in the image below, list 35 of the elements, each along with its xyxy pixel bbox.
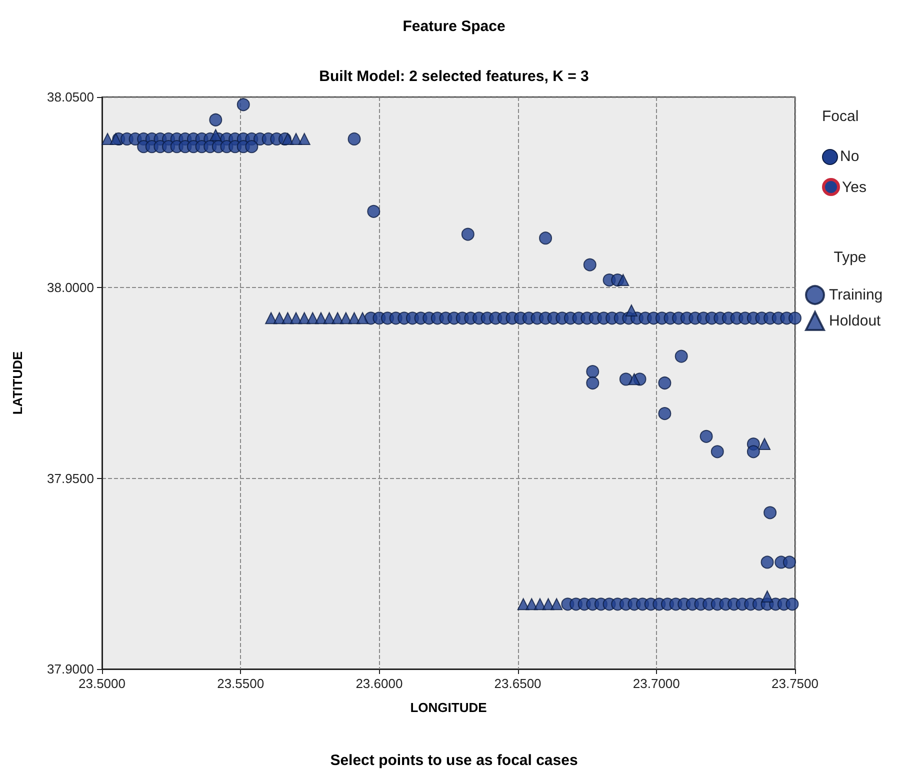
x-tick-label: 23.6000 — [356, 676, 403, 691]
x-tick-label: 23.7500 — [772, 676, 818, 691]
x-axis-title: LONGITUDE — [410, 700, 488, 715]
legend-title: Type — [834, 249, 866, 266]
text: Yes — [842, 178, 866, 196]
point — [210, 129, 222, 142]
point — [102, 132, 114, 145]
point — [298, 132, 310, 145]
chart-subtitle: Built Model: 2 selected features, K = 3 — [319, 68, 589, 85]
point — [323, 312, 336, 324]
text: Select points to use as focal cases — [330, 752, 578, 769]
point — [517, 598, 530, 610]
y-tick-label: 38.0500 — [47, 90, 94, 104]
chart-title: Feature Space — [402, 18, 506, 35]
legend-label: Holdout — [829, 312, 882, 330]
point — [617, 274, 630, 286]
x-tick-label: 23.5500 — [217, 676, 264, 691]
point — [356, 312, 369, 324]
point — [110, 132, 122, 145]
y-axis-title: LATITUDE — [10, 351, 25, 415]
point — [550, 598, 563, 610]
legend-label: Training — [829, 286, 883, 304]
text: Focal — [822, 108, 859, 125]
point — [758, 438, 771, 450]
text: No — [840, 148, 860, 165]
x-tick-label: 23.5000 — [78, 676, 126, 691]
y-tick-label: 37.9000 — [47, 662, 94, 676]
point — [625, 304, 638, 317]
point — [761, 590, 774, 603]
y-tick-label: 38.0000 — [47, 280, 94, 296]
point — [542, 598, 554, 610]
x-tick-label: 23.6500 — [494, 676, 542, 691]
point — [628, 373, 640, 386]
x-tick-label: 23.7000 — [632, 676, 680, 691]
y-tick-label: 37.9500 — [47, 470, 94, 486]
